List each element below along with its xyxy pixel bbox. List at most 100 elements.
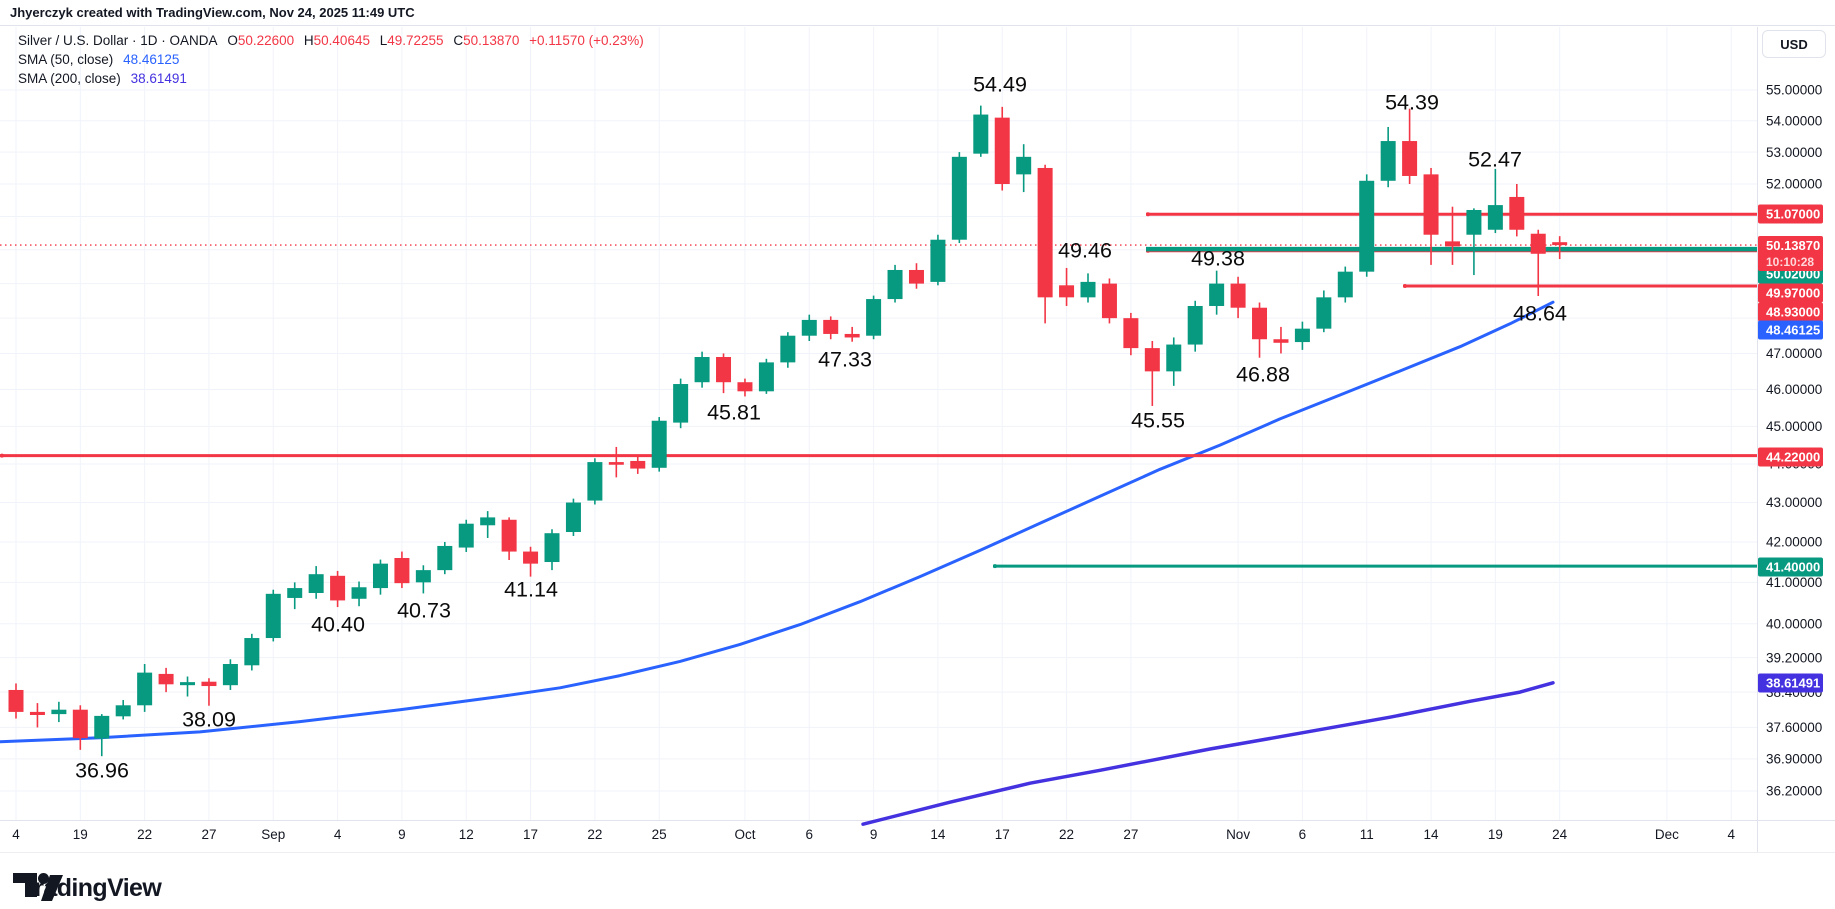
time-axis-label: 17 (995, 827, 1010, 842)
time-axis-label: Nov (1226, 827, 1250, 842)
candle-body (501, 519, 517, 552)
time-axis-label: 17 (523, 827, 538, 842)
candle-body (115, 705, 131, 717)
time-axis-label: 27 (1123, 827, 1138, 842)
symbol-legend-row[interactable]: Silver / U.S. Dollar · 1D · OANDA O50.22… (18, 31, 644, 50)
sma50-legend-row[interactable]: SMA (50, close) 48.46125 (18, 50, 644, 69)
candle-body (866, 299, 882, 336)
time-axis-label: 22 (137, 827, 152, 842)
candle-body (1530, 233, 1546, 254)
currency-unit-button[interactable]: USD (1762, 30, 1826, 58)
sma200-legend-row[interactable]: SMA (200, close) 38.61491 (18, 69, 644, 88)
time-axis-label: 25 (652, 827, 667, 842)
low-value: 49.72255 (387, 33, 444, 48)
time-axis-label: 4 (12, 827, 20, 842)
price-axis-label: 36.20000 (1766, 784, 1822, 799)
close-value: 50.13870 (463, 33, 520, 48)
legend: Silver / U.S. Dollar · 1D · OANDA O50.22… (18, 31, 644, 88)
candle-body (523, 551, 539, 564)
swing-label-48.64: 48.64 (1513, 302, 1567, 326)
swing-label-49.46: 49.46 (1058, 239, 1112, 263)
time-axis-label: 6 (806, 827, 814, 842)
price-badge-label: 49.97000 (1766, 286, 1820, 301)
time-axis-label: Sep (261, 827, 285, 842)
candle-body (480, 517, 496, 526)
time-axis-label: Dec (1655, 827, 1679, 842)
chart-pane[interactable] (0, 27, 1757, 820)
swing-label-41.14: 41.14 (504, 578, 558, 602)
candle-body (308, 574, 324, 594)
price-axis-label: 47.00000 (1766, 346, 1822, 361)
level-line-handle[interactable] (0, 453, 4, 458)
low-label: L (379, 33, 388, 48)
price-axis-label: 42.00000 (1766, 535, 1822, 550)
candle-body (973, 114, 989, 154)
symbol-title[interactable]: Silver / U.S. Dollar · 1D · OANDA (18, 33, 218, 48)
sma200-value: 38.61491 (130, 71, 187, 86)
swing-label-40.40: 40.40 (311, 613, 365, 637)
candle-body (780, 335, 796, 363)
candle-body (716, 357, 732, 383)
time-axis-label: 19 (73, 827, 88, 842)
candle-body (1252, 307, 1268, 340)
candle-body (758, 362, 774, 392)
candle-body (887, 269, 903, 300)
price-badge (1758, 320, 1823, 340)
time-axis-label: 9 (870, 827, 878, 842)
candle-body (1101, 283, 1117, 319)
candle-body (1466, 209, 1482, 235)
swing-label-54.49: 54.49 (973, 73, 1027, 97)
bar-close-countdown: 10:10:28 (1766, 255, 1814, 269)
price-axis-label: 37.60000 (1766, 720, 1822, 735)
price-axis-label: 41.00000 (1766, 575, 1822, 590)
candle-body (458, 523, 474, 548)
price-badge-label: 44.22000 (1766, 450, 1820, 465)
candle-body (158, 673, 174, 685)
swing-label-40.73: 40.73 (397, 599, 451, 623)
candle-body (951, 156, 967, 240)
price-badge (1758, 283, 1823, 303)
price-axis-label: 53.00000 (1766, 145, 1822, 160)
candle-body (1294, 328, 1310, 343)
candle-body (673, 384, 689, 423)
level-line-handle[interactable] (993, 564, 997, 569)
swing-label-45.55: 45.55 (1131, 409, 1185, 433)
candle-body (544, 533, 560, 563)
currency-unit-label: USD (1780, 36, 1808, 52)
time-axis-label: 4 (1727, 827, 1735, 842)
tradingview-logo[interactable]: TradingView (13, 873, 162, 903)
candle-body (8, 689, 24, 712)
price-badge (1758, 557, 1823, 577)
candle-body (608, 462, 624, 465)
time-axis-label: 6 (1299, 827, 1307, 842)
candle-body (844, 333, 860, 338)
candle-body (1359, 180, 1375, 272)
level-line-handle[interactable] (1403, 283, 1407, 288)
candle-body (823, 319, 839, 334)
candle-body (415, 570, 431, 583)
candle-body (1273, 339, 1289, 343)
candle-body (1037, 167, 1053, 298)
sma50-value: 48.46125 (123, 52, 180, 67)
time-axis-label: 22 (1059, 827, 1074, 842)
tradingview-logo-icon (13, 873, 63, 901)
candle-body (222, 664, 238, 686)
candle-body (51, 709, 67, 715)
time-axis-label: 22 (587, 827, 602, 842)
sma50-label[interactable]: SMA (50, close) (18, 52, 114, 67)
level-line-handle[interactable] (1146, 212, 1150, 217)
candle-body (1230, 283, 1246, 308)
candle-body (1444, 241, 1460, 247)
price-badge-label: 48.93000 (1766, 305, 1820, 320)
level-line-handle[interactable] (1146, 247, 1150, 252)
time-axis-label: 9 (398, 827, 406, 842)
time-axis-label: 27 (201, 827, 216, 842)
open-value: 50.22600 (237, 33, 295, 48)
attribution-bar: Jhyerczyk created with TradingView.com, … (0, 0, 1835, 26)
time-axis-label: 4 (334, 827, 342, 842)
swing-label-45.81: 45.81 (707, 401, 761, 425)
high-value: 50.40645 (313, 33, 370, 48)
sma200-label[interactable]: SMA (200, close) (18, 71, 121, 86)
